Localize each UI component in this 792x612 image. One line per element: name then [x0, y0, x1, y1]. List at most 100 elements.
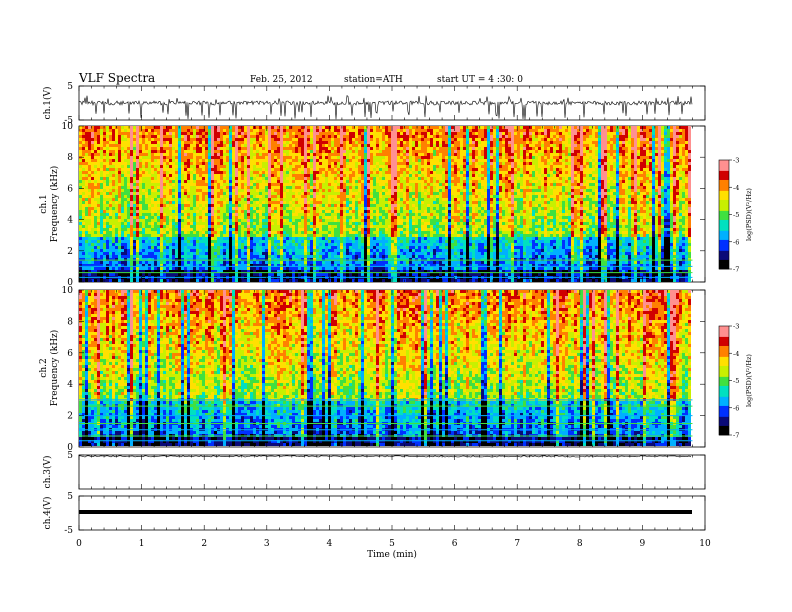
spectrogram-cell	[214, 273, 217, 276]
spectrogram-cell	[151, 207, 154, 210]
spectrogram-cell	[259, 219, 262, 222]
spectrogram-cell	[265, 171, 268, 174]
spectrogram-cell	[199, 171, 202, 174]
spectrogram-cell	[319, 216, 322, 219]
spectrogram-cell	[217, 207, 220, 210]
spectrogram-cell	[349, 174, 352, 177]
spectrogram-cell	[328, 249, 331, 252]
spectrogram-cell	[355, 228, 358, 231]
spectrogram-cell	[226, 129, 229, 132]
spectrogram-cell	[298, 261, 301, 264]
spectrogram-cell	[319, 240, 322, 243]
spectrogram-cell	[208, 183, 211, 186]
spectrogram-cell	[220, 162, 223, 165]
spectrogram-cell	[346, 174, 349, 177]
spectrogram-cell	[346, 213, 349, 216]
spectrogram-cell	[163, 222, 166, 225]
spectrogram-cell	[139, 153, 142, 156]
spectrogram-cell	[340, 231, 343, 234]
spectrogram-cell	[196, 255, 199, 258]
spectrogram-cell	[307, 219, 310, 222]
spectrogram-cell	[211, 204, 214, 207]
spectrogram-cell	[295, 222, 298, 225]
spectrogram-cell	[199, 261, 202, 264]
spectrogram-cell	[229, 234, 232, 237]
spectrogram-cell	[334, 195, 337, 198]
spectrogram-cell	[277, 219, 280, 222]
spectrogram-cell	[163, 249, 166, 252]
spectrogram-cell	[133, 174, 136, 177]
spectrogram-cell	[298, 138, 301, 141]
spectrogram-cell	[349, 222, 352, 225]
spectrogram-cell	[157, 195, 160, 198]
spectrogram-cell	[283, 156, 286, 159]
spectrogram-cell	[244, 225, 247, 228]
spectrogram-cell	[340, 129, 343, 132]
spectrogram-cell	[247, 261, 250, 264]
spectrogram-cell	[241, 159, 244, 162]
spectrogram-cell	[295, 177, 298, 180]
spectrogram-cell	[211, 222, 214, 225]
spectrogram-cell	[151, 135, 154, 138]
spectrogram-cell	[361, 210, 364, 213]
spectrogram-cell	[100, 195, 103, 198]
spectrogram-cell	[106, 189, 109, 192]
spectrogram-cell	[115, 243, 118, 246]
spectrogram-cell	[235, 183, 238, 186]
spectrogram-cell	[244, 252, 247, 255]
spectrogram-cell	[238, 225, 241, 228]
spectrogram-cell	[136, 144, 139, 147]
spectrogram-cell	[169, 279, 172, 282]
spectrogram-cell	[295, 198, 298, 201]
spectrogram-cell	[361, 279, 364, 282]
spectrogram-cell	[202, 261, 205, 264]
spectrogram-cell	[205, 138, 208, 141]
spectrogram-cell	[91, 228, 94, 231]
spectrogram-cell	[91, 153, 94, 156]
spectrogram-cell	[244, 189, 247, 192]
spectrogram-cell	[358, 147, 361, 150]
spectrogram-cell	[124, 210, 127, 213]
spectrogram-cell	[88, 156, 91, 159]
spectrogram-cell	[91, 171, 94, 174]
spectrogram-cell	[313, 162, 316, 165]
spectrogram-cell	[307, 162, 310, 165]
spectrogram-cell	[265, 234, 268, 237]
spectrogram-cell	[271, 267, 274, 270]
spectrogram-cell	[160, 234, 163, 237]
spectrogram-cell	[304, 195, 307, 198]
spectrogram-cell	[247, 195, 250, 198]
spectrogram-cell	[157, 177, 160, 180]
spectrogram-cell	[205, 246, 208, 249]
spectrogram-cell	[103, 138, 106, 141]
spectrogram-cell	[265, 159, 268, 162]
spectrogram-cell	[139, 180, 142, 183]
spectrogram-cell	[151, 240, 154, 243]
spectrogram-cell	[220, 144, 223, 147]
spectrogram-cell	[265, 210, 268, 213]
spectrogram-cell	[256, 192, 259, 195]
spectrogram-cell	[97, 252, 100, 255]
spectrogram-cell	[109, 255, 112, 258]
spectrogram-cell	[172, 186, 175, 189]
spectrogram-cell	[340, 171, 343, 174]
spectrogram-cell	[118, 234, 121, 237]
spectrogram-cell	[139, 141, 142, 144]
spectrogram-cell	[304, 204, 307, 207]
spectrogram-cell	[235, 135, 238, 138]
spectrogram-cell	[271, 261, 274, 264]
spectrogram-cell	[253, 135, 256, 138]
spectrogram-cell	[226, 138, 229, 141]
spectrogram-cell	[364, 144, 367, 147]
spectrogram-cell	[127, 147, 130, 150]
spectrogram-cell	[352, 201, 355, 204]
spectrogram-cell	[283, 141, 286, 144]
spectrogram-cell	[301, 129, 304, 132]
spectrogram-cell	[265, 267, 268, 270]
spectrogram-cell	[178, 216, 181, 219]
spectrogram-cell	[241, 180, 244, 183]
spectrogram-cell	[274, 261, 277, 264]
spectrogram-cell	[244, 273, 247, 276]
spectrogram-cell	[94, 168, 97, 171]
spectrogram-cell	[259, 213, 262, 216]
